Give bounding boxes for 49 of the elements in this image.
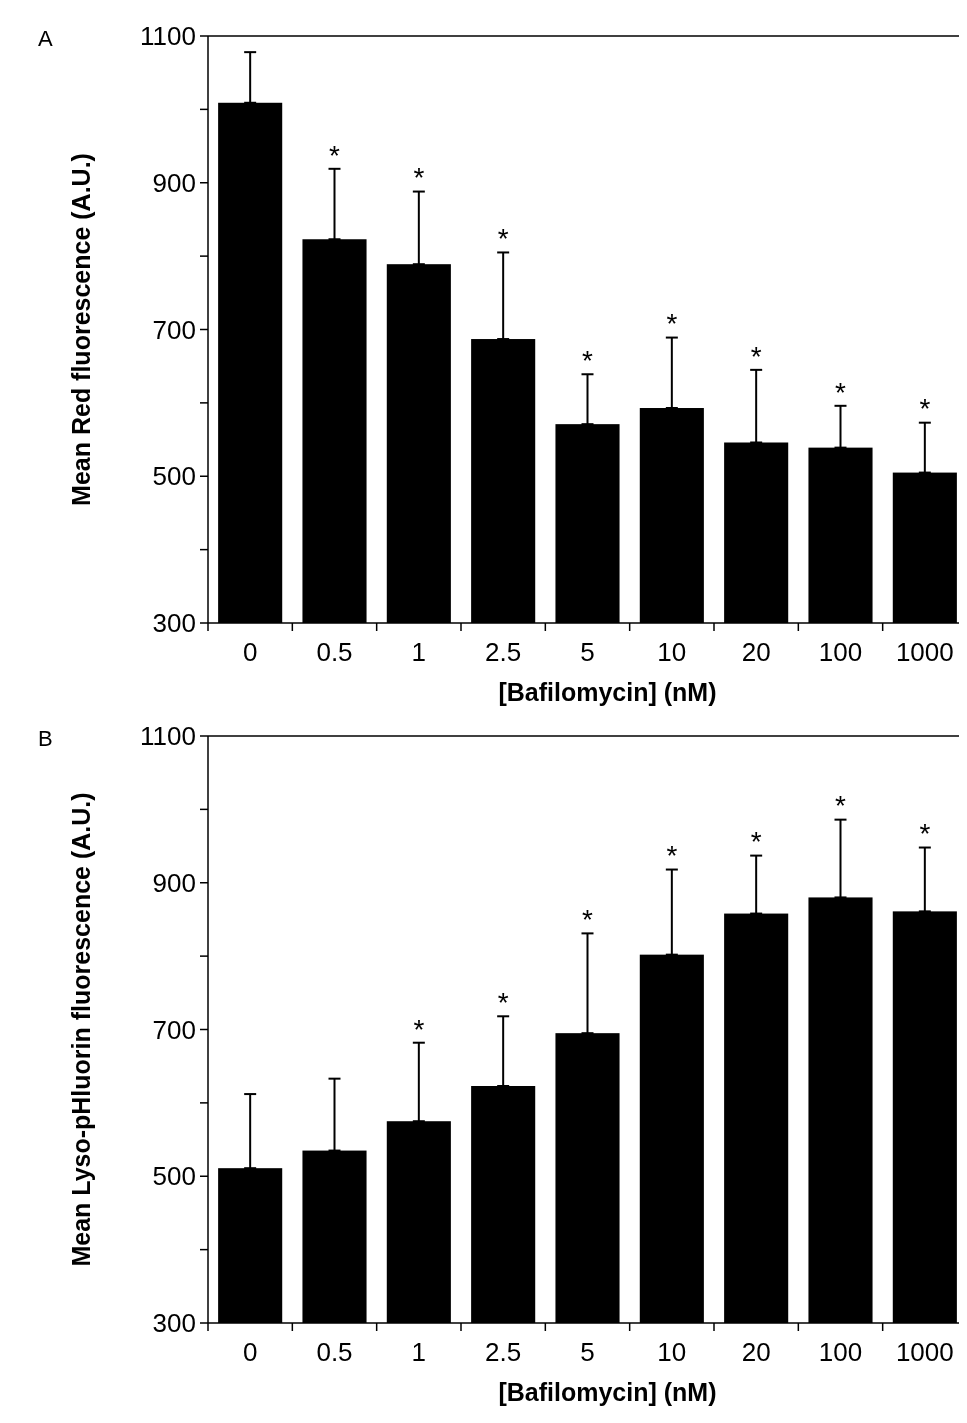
- x-tick-label: 1: [411, 637, 427, 667]
- x-tick-label: 1000: [895, 637, 954, 667]
- y-tick-label: 1100: [140, 21, 196, 52]
- annotation: *: [835, 376, 847, 408]
- annotation: *: [919, 818, 931, 850]
- x-tick-label: 0.5: [316, 1337, 353, 1367]
- annotation: *: [497, 223, 509, 255]
- x-tick-label: 5: [580, 1337, 595, 1367]
- annotation: *: [750, 340, 762, 372]
- x-tick-label: 20: [741, 637, 771, 667]
- text: B: [38, 726, 53, 751]
- annotation: *: [835, 790, 847, 822]
- x-tick-label: 1000: [895, 1337, 954, 1367]
- x-tick-label: 1: [411, 1337, 427, 1367]
- y-tick-label: 1100: [140, 721, 196, 752]
- annotation: *: [750, 826, 762, 858]
- y-axis-title: Mean Lyso-pHluorin fluorescence (A.U.): [67, 792, 95, 1267]
- annotation: *: [666, 308, 678, 340]
- x-tick-label: 10: [657, 637, 687, 667]
- x-tick-label: 0: [242, 637, 258, 667]
- y-axis-title: Mean Red fluorescence (A.U.): [67, 153, 95, 506]
- annotation: *: [919, 393, 931, 425]
- annotation: *: [666, 840, 678, 872]
- x-tick-label: 20: [741, 1337, 771, 1367]
- annotation: *: [413, 1013, 425, 1045]
- y-tick-label: 300: [152, 608, 196, 639]
- annotation: *: [497, 987, 509, 1019]
- annotation: *: [413, 162, 425, 194]
- x-axis-title: [Bafilomycin] (nM): [498, 1378, 717, 1406]
- x-tick-label: 100: [818, 1337, 863, 1367]
- y-tick-label: 500: [152, 1161, 196, 1192]
- y-tick-label: 700: [152, 314, 196, 345]
- y-tick-label: 500: [152, 461, 196, 492]
- x-tick-label: 10: [657, 1337, 687, 1367]
- x-tick-label: 2.5: [485, 1337, 522, 1367]
- x-tick-label: 2.5: [485, 637, 522, 667]
- x-tick-label: 0: [242, 1337, 258, 1367]
- annotation: *: [582, 345, 594, 377]
- x-axis-title: [Bafilomycin] (nM): [498, 678, 717, 706]
- y-tick-label: 900: [152, 167, 196, 198]
- y-tick-label: 700: [152, 1014, 196, 1045]
- y-tick-label: 900: [152, 867, 196, 898]
- y-tick-label: 300: [152, 1308, 196, 1339]
- x-tick-label: 5: [580, 637, 595, 667]
- text: A: [38, 26, 53, 51]
- annotation: *: [582, 904, 594, 936]
- annotation: *: [329, 139, 341, 171]
- x-tick-label: 100: [818, 637, 863, 667]
- x-tick-label: 0.5: [316, 637, 353, 667]
